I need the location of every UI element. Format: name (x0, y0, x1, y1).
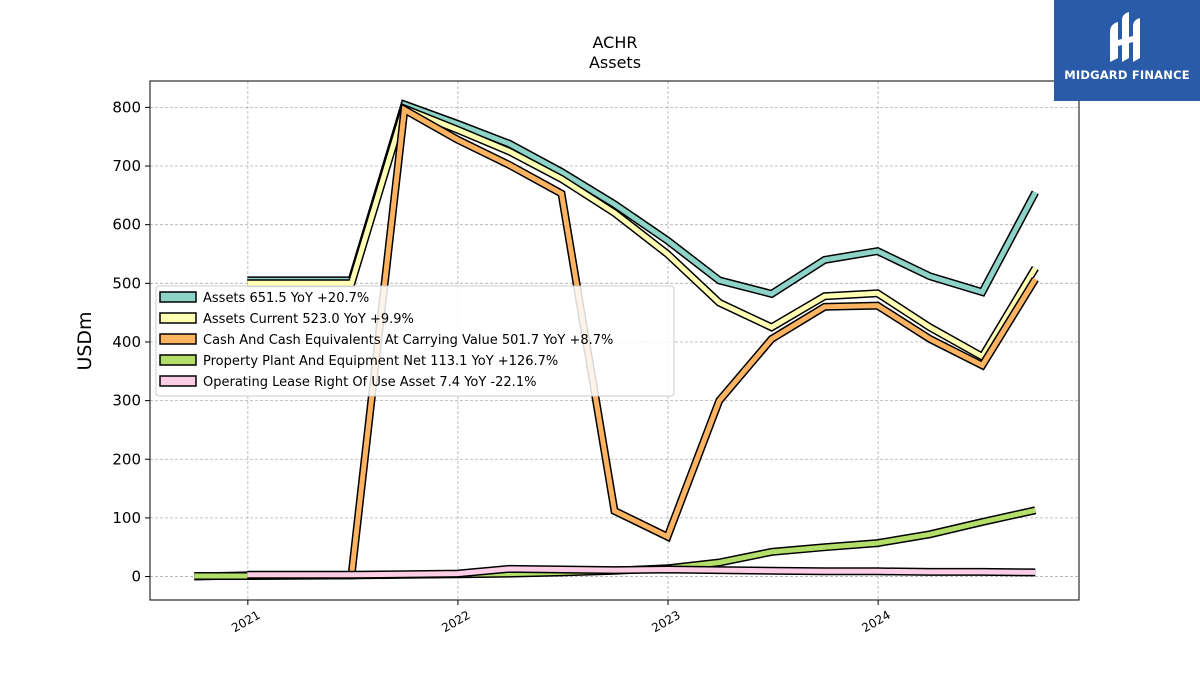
x-tick-label: 2021 (229, 608, 262, 635)
x-axis-ticks: 2021 2022 2023 2024 (229, 600, 893, 635)
brand-name: MIDGARD FINANCE (1064, 68, 1190, 82)
y-tick-label: 700 (112, 157, 141, 175)
series-outline-assets (247, 99, 1039, 299)
y-tick-label: 400 (112, 333, 141, 351)
y-tick-label: 800 (112, 98, 141, 116)
midgard-logo-icon (1110, 12, 1140, 62)
grid (150, 81, 1079, 600)
plot-frame (149, 80, 1080, 601)
legend-swatch (159, 375, 197, 387)
x-tick-label: 2024 (859, 608, 892, 635)
legend-entry: Assets Current 523.0 YoY +9.9% (203, 312, 414, 327)
y-tick-label: 100 (112, 509, 141, 527)
legend-swatch (159, 291, 197, 303)
y-tick-label: 600 (112, 216, 141, 234)
series-line-assets (247, 101, 1038, 297)
legend-entry: Assets 651.5 YoY +20.7% (203, 291, 369, 306)
legend: Assets 651.5 YoY +20.7% Assets Current 52… (155, 285, 675, 397)
legend-swatch (159, 312, 197, 324)
legend-entry: Cash And Cash Equivalents At Carrying Va… (203, 333, 613, 348)
legend-entry: Operating Lease Right Of Use Asset 7.4 Y… (203, 375, 536, 390)
brand-logo: MIDGARD FINANCE (1054, 0, 1200, 101)
y-axis-label: USDm (74, 311, 96, 370)
x-tick-label: 2023 (649, 608, 682, 635)
y-tick-label: 200 (112, 450, 141, 468)
y-tick-label: 0 (131, 568, 141, 586)
chart-subtitle: Assets (589, 53, 641, 72)
y-tick-label: 500 (112, 274, 141, 292)
series-lines (194, 99, 1039, 581)
y-tick-label: 300 (112, 392, 141, 410)
legend-box (155, 285, 675, 397)
legend-swatch (159, 333, 197, 345)
chart-title: ACHR (593, 33, 638, 52)
x-tick-label: 2022 (439, 608, 472, 635)
legend-entry: Property Plant And Equipment Net 113.1 Y… (203, 354, 558, 369)
y-axis-ticks: 0 100 200 300 400 500 600 700 800 (112, 98, 150, 586)
legend-swatch (159, 354, 197, 366)
series-line-operating-lease-right-of-use-asset (247, 566, 1036, 578)
